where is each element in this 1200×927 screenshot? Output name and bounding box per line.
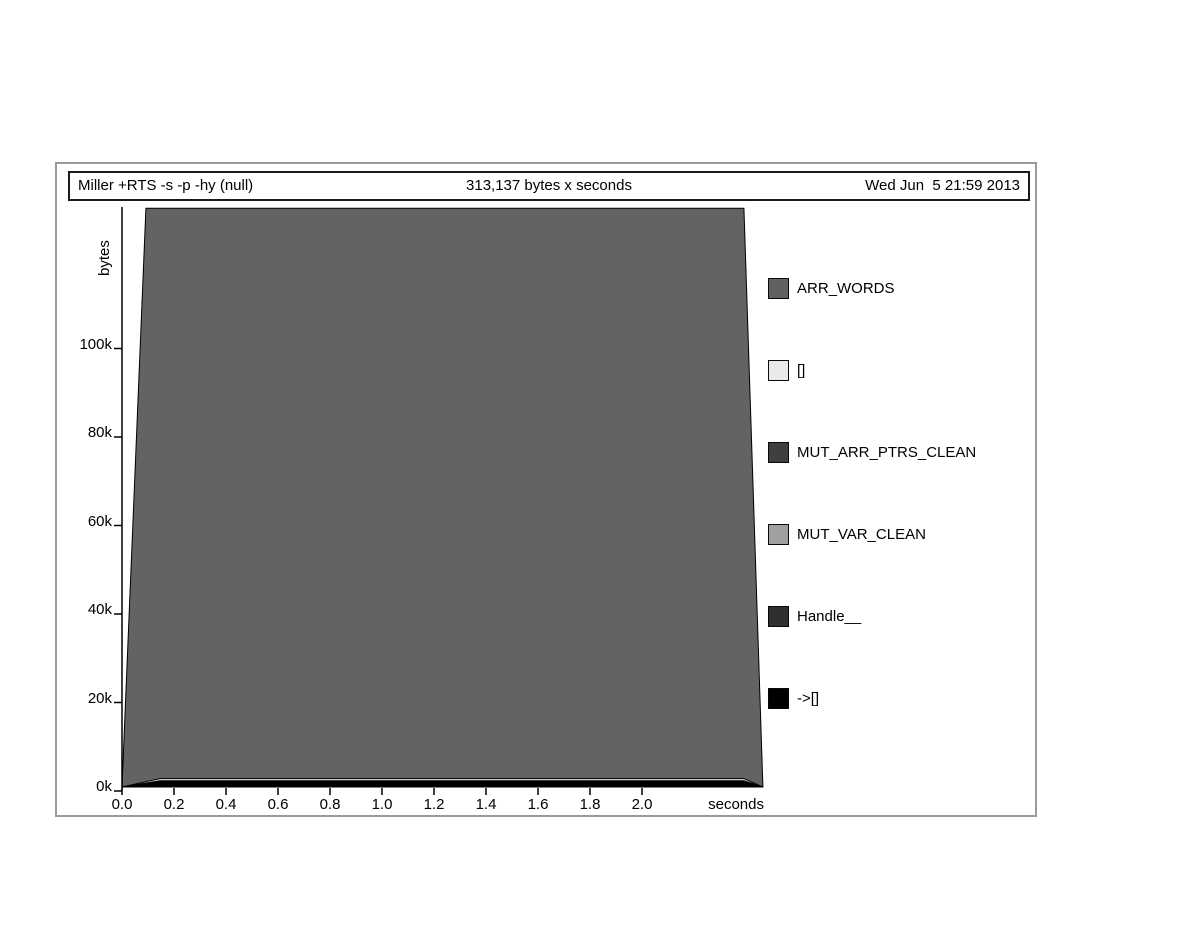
x-tick-label: 2.0 — [631, 796, 653, 813]
legend-item-label: ->[] — [797, 690, 820, 707]
legend-item: ->[] — [768, 688, 976, 709]
program-title: Miller +RTS -s -p -hy (null) — [78, 177, 254, 194]
total-allocation-label: 313,137 bytes x seconds — [466, 177, 632, 194]
x-tick-label: 0.6 — [267, 796, 289, 813]
x-tick-label: 0.4 — [215, 796, 237, 813]
x-tick-label: 1.2 — [423, 796, 445, 813]
legend-item: ARR_WORDS — [768, 278, 976, 299]
legend-item: Handle__ — [768, 606, 976, 627]
legend-item-label: MUT_ARR_PTRS_CLEAN — [797, 444, 977, 461]
legend-item: [] — [768, 360, 976, 381]
x-tick-label: 0.2 — [163, 796, 185, 813]
band-ARR_WORDS — [121, 207, 764, 788]
x-tick-label: 1.0 — [371, 796, 393, 813]
y-tick-label: 20k — [87, 689, 112, 707]
legend-item-label: MUT_VAR_CLEAN — [797, 526, 926, 543]
legend-item: MUT_ARR_PTRS_CLEAN — [768, 442, 976, 463]
chart-header: Miller +RTS -s -p -hy (null) 313,137 byt… — [68, 171, 1030, 201]
legend-swatch-icon — [768, 360, 789, 381]
legend-item-label: [] — [797, 362, 806, 379]
y-tick-label: 80k — [87, 424, 112, 441]
timestamp: Wed Jun 5 21:59 2013 — [865, 177, 1020, 194]
legend: ARR_WORDS [] MUT_ARR_PTRS_CLEAN MUT_VAR_… — [768, 278, 976, 770]
chart-svg — [114, 207, 764, 795]
legend-swatch-icon — [768, 442, 789, 463]
y-axis-unit-label: bytes — [96, 240, 113, 276]
y-tick-label: 60k — [87, 512, 112, 530]
y-tick-label: 40k — [87, 601, 112, 618]
y-tick-label: 0k — [96, 778, 112, 795]
y-tick-label: 100k — [79, 335, 112, 353]
x-tick-label: 1.8 — [579, 796, 601, 813]
x-tick-label: 1.4 — [475, 796, 497, 813]
x-axis-unit-label: seconds — [708, 796, 764, 813]
legend-swatch-icon — [768, 606, 789, 627]
x-tick-label: 0.8 — [319, 796, 341, 813]
legend-swatch-icon — [768, 524, 789, 545]
x-tick-label: 1.6 — [527, 796, 549, 813]
legend-swatch-icon — [768, 688, 789, 709]
legend-item-label: Handle__ — [797, 608, 862, 625]
x-tick-label: 0.0 — [111, 796, 133, 813]
legend-swatch-icon — [768, 278, 789, 299]
band-->[] — [121, 782, 764, 788]
legend-item-label: ARR_WORDS — [797, 280, 895, 297]
legend-item: MUT_VAR_CLEAN — [768, 524, 976, 545]
